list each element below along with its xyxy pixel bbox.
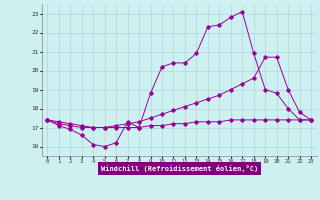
X-axis label: Windchill (Refroidissement éolien,°C): Windchill (Refroidissement éolien,°C) bbox=[100, 165, 258, 172]
